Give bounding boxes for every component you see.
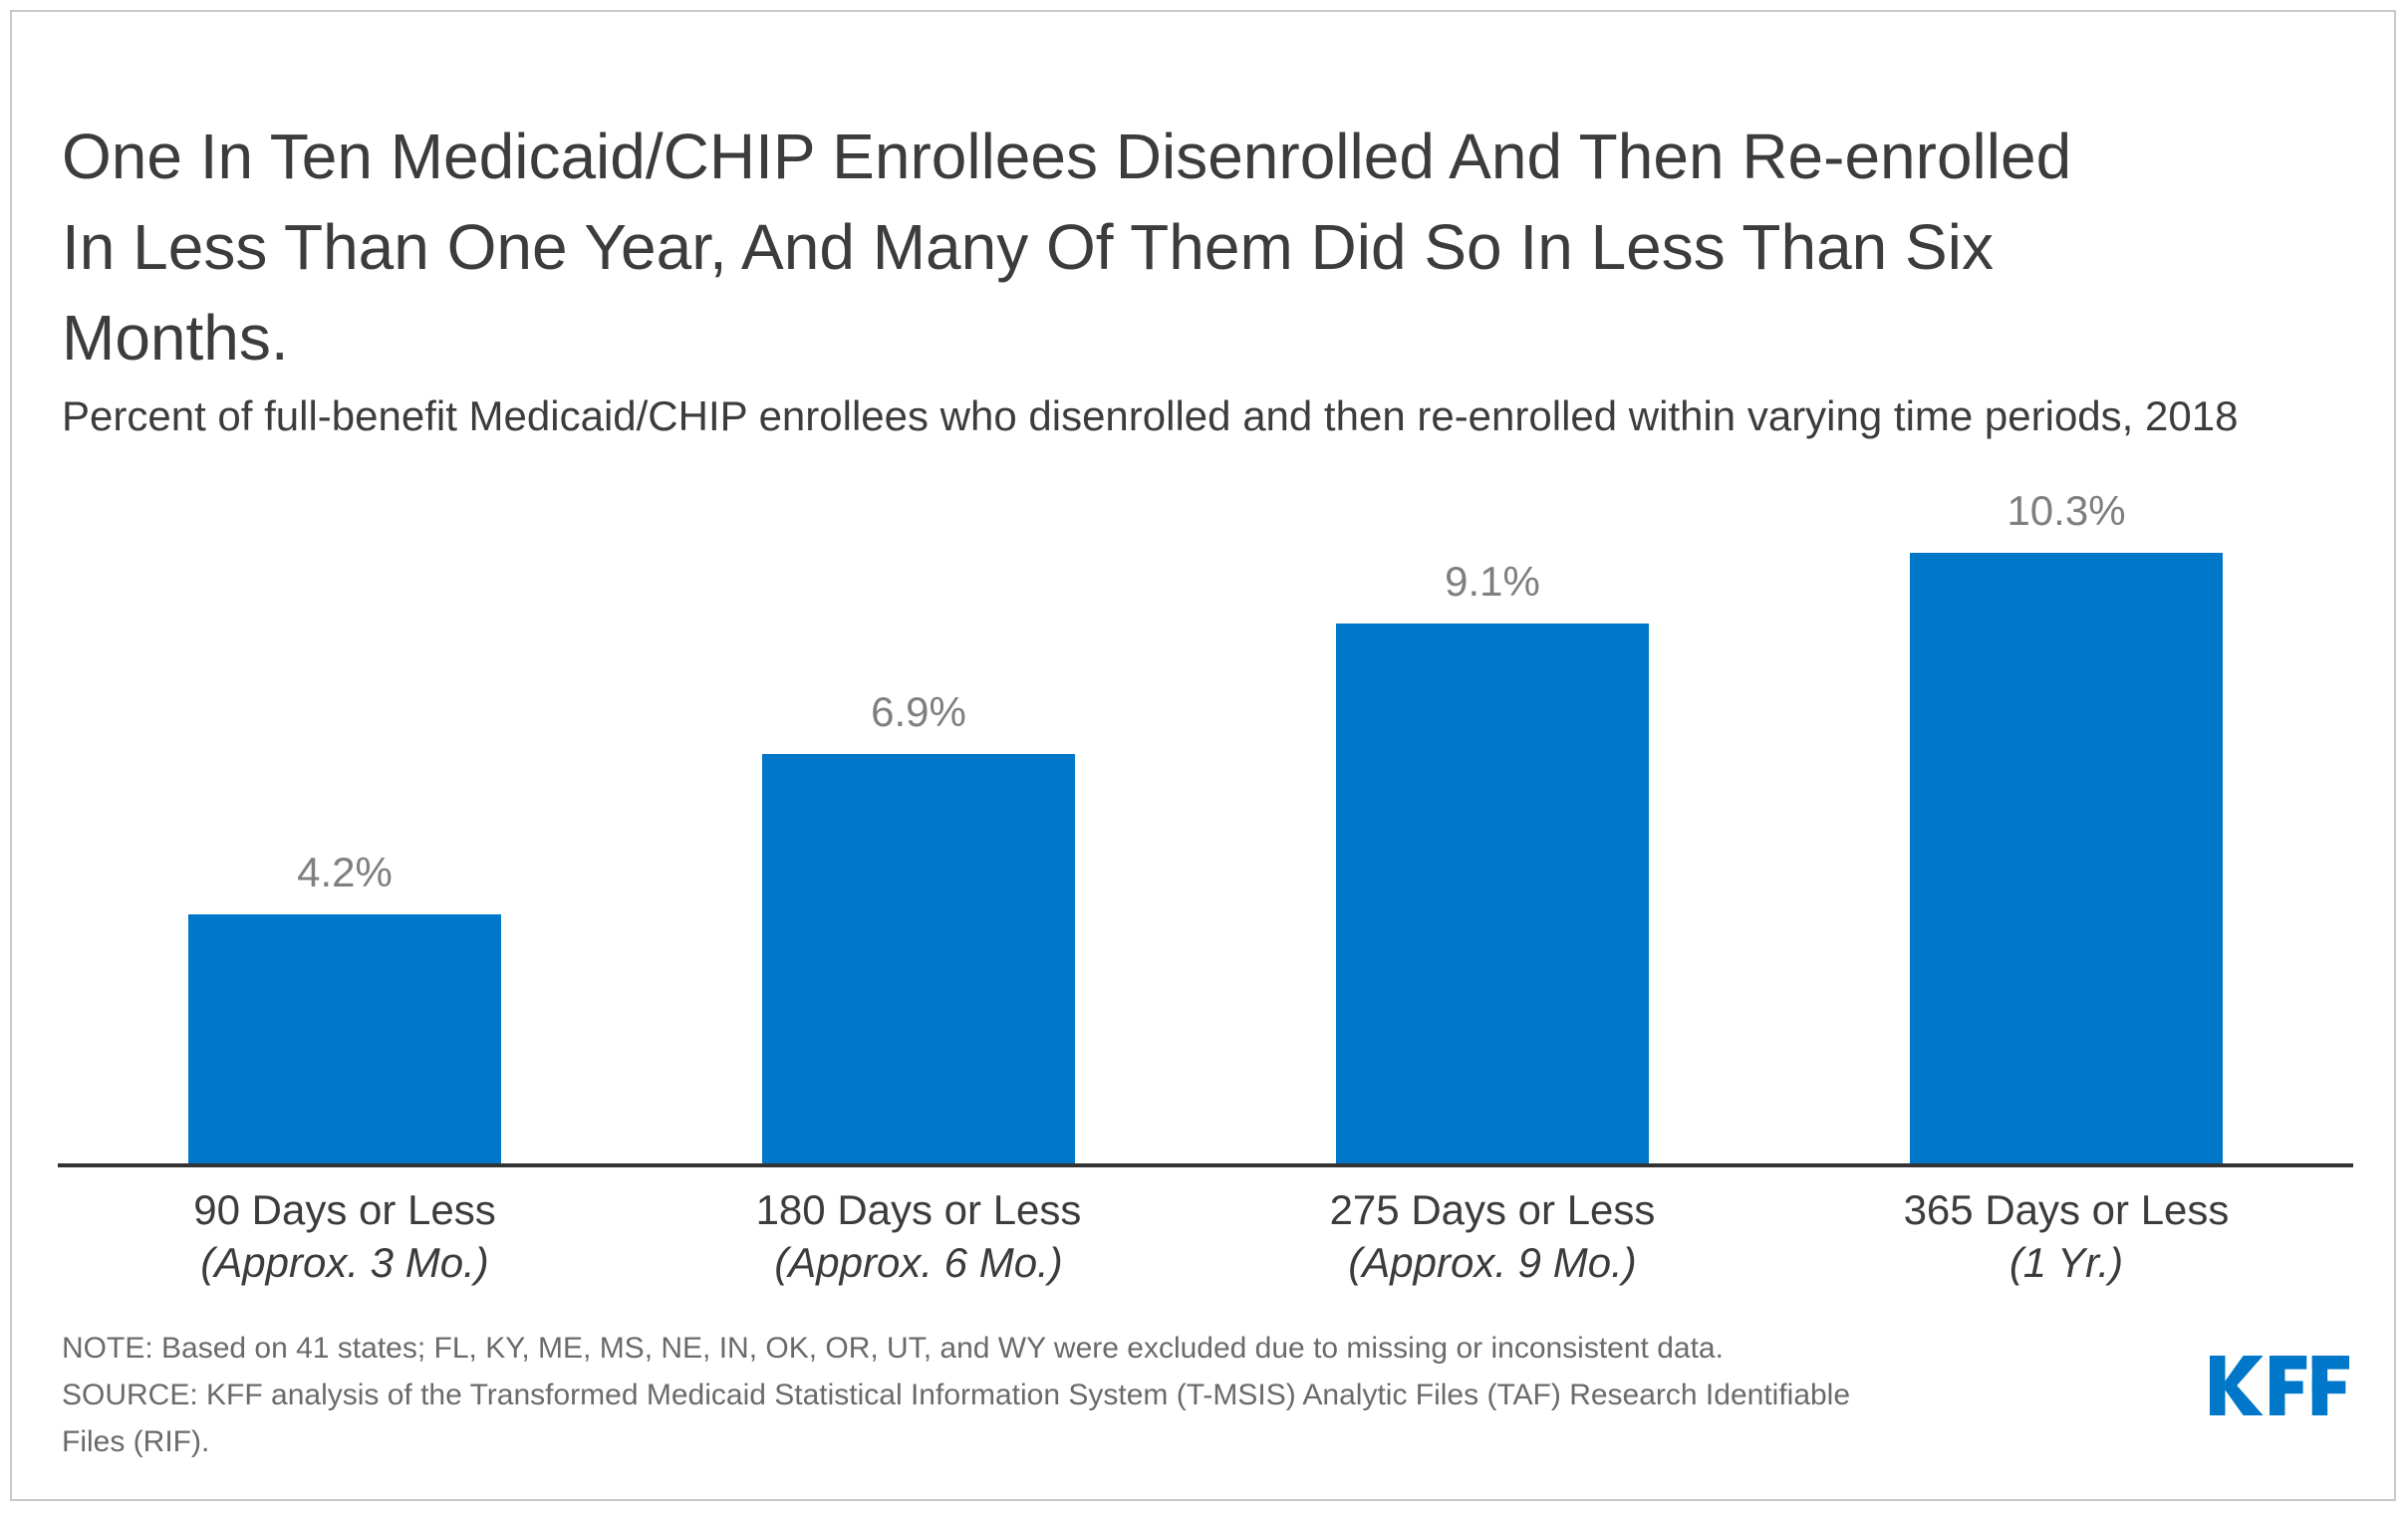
bar-column-90-days: 4.2% (58, 468, 632, 1163)
category-label-90-days: 90 Days or Less (Approx. 3 Mo.) (58, 1183, 632, 1289)
bar-value-label-90-days: 4.2% (297, 849, 393, 895)
bar-chart: 4.2% 6.9% 9.1% 10.3% 90 Days or Less (Ap… (58, 468, 2353, 1289)
category-label-main: 180 Days or Less (755, 1186, 1082, 1233)
bar-value-label-365-days: 10.3% (2007, 487, 2126, 534)
bar-value-label-275-days: 9.1% (1445, 558, 1540, 605)
bar-275-days (1336, 624, 1649, 1163)
bar-column-365-days: 10.3% (1779, 468, 2353, 1163)
category-label-main: 275 Days or Less (1329, 1186, 1656, 1233)
category-label-sub: (Approx. 3 Mo.) (200, 1239, 489, 1286)
chart-title-line-1: One In Ten Medicaid/CHIP Enrollees Disen… (62, 121, 2072, 192)
chart-title: One In Ten Medicaid/CHIP Enrollees Disen… (62, 112, 2353, 383)
kff-logo (2210, 1355, 2349, 1416)
category-label-365-days: 365 Days or Less (1 Yr.) (1779, 1183, 2353, 1289)
chart-title-line-2: In Less Than One Year, And Many Of Them … (62, 211, 1994, 283)
bar-column-275-days: 9.1% (1205, 468, 1779, 1163)
category-label-sub: (Approx. 6 Mo.) (774, 1239, 1063, 1286)
bar-column-180-days: 6.9% (632, 468, 1205, 1163)
source-text: SOURCE: KFF analysis of the Transformed … (62, 1379, 1851, 1458)
bar-value-label-180-days: 6.9% (871, 688, 966, 735)
kff-logo-svg (2210, 1356, 2349, 1415)
bar-180-days (762, 754, 1075, 1163)
x-axis-line (58, 1163, 2353, 1167)
footer-notes: NOTE: Based on 41 states; FL, KY, ME, MS… (62, 1325, 1855, 1465)
category-labels-row: 90 Days or Less (Approx. 3 Mo.) 180 Days… (58, 1183, 2353, 1289)
category-label-main: 90 Days or Less (193, 1186, 496, 1233)
category-label-sub: (Approx. 9 Mo.) (1348, 1239, 1637, 1286)
note-text: NOTE: Based on 41 states; FL, KY, ME, MS… (62, 1332, 1724, 1365)
category-label-sub: (1 Yr.) (2008, 1239, 2124, 1286)
chart-title-line-3: Months. (62, 302, 289, 374)
category-label-180-days: 180 Days or Less (Approx. 6 Mo.) (632, 1183, 1205, 1289)
category-label-275-days: 275 Days or Less (Approx. 9 Mo.) (1205, 1183, 1779, 1289)
bar-90-days (188, 914, 501, 1163)
bars-area: 4.2% 6.9% 9.1% 10.3% (58, 468, 2353, 1163)
chart-subtitle: Percent of full-benefit Medicaid/CHIP en… (62, 392, 2239, 439)
category-label-main: 365 Days or Less (1903, 1186, 2230, 1233)
bar-365-days (1910, 553, 2223, 1163)
